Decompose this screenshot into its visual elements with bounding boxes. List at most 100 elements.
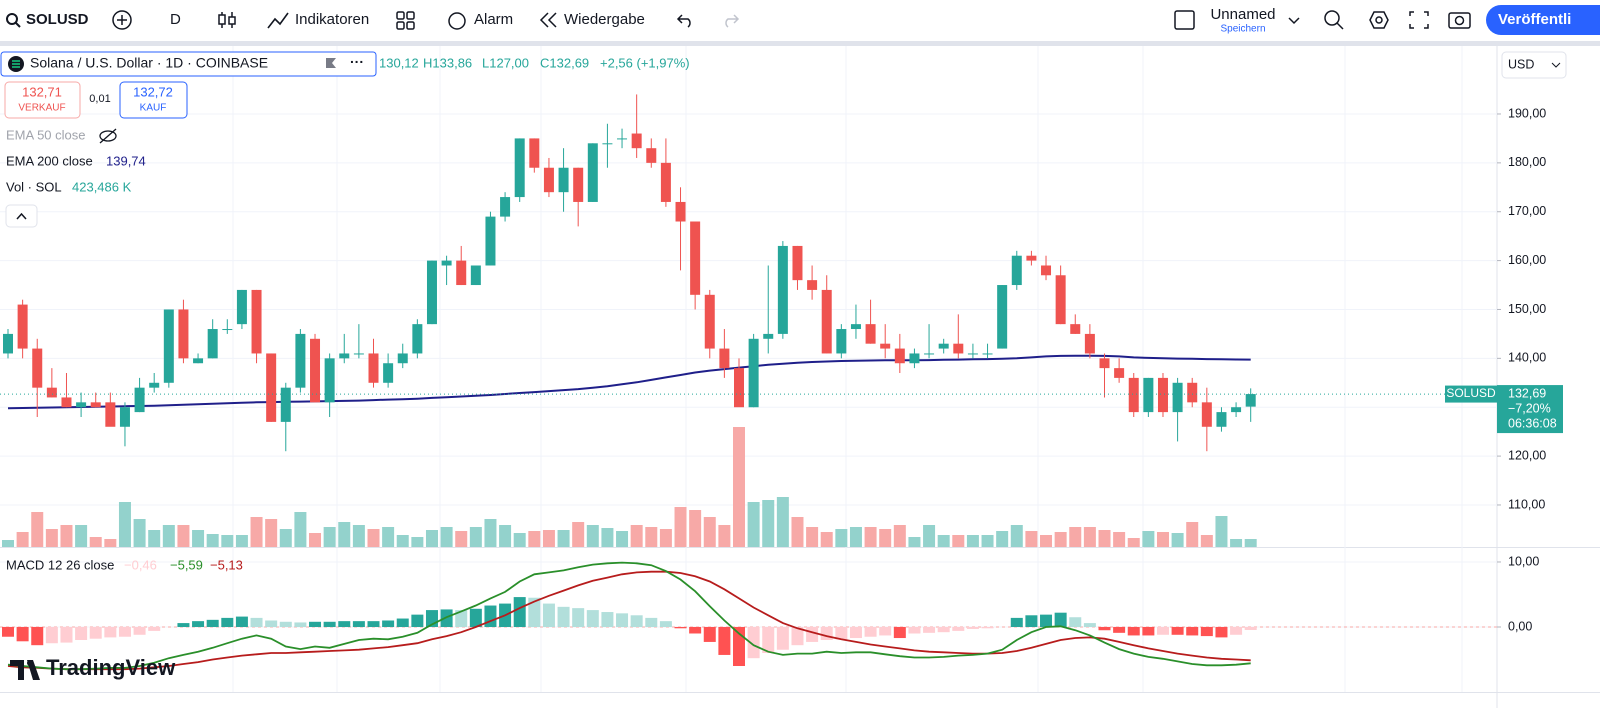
- legend-high: H133,86: [423, 55, 472, 70]
- tradingview-logo[interactable]: TradingView: [46, 655, 176, 680]
- candle-body: [456, 260, 467, 286]
- volume-bar: [1244, 539, 1257, 547]
- symbol-button[interactable]: SOLUSD: [26, 11, 89, 28]
- candle-body: [763, 333, 774, 339]
- spread: 0,01: [89, 93, 110, 105]
- ema50-label[interactable]: EMA 50 close: [6, 127, 86, 142]
- volume-bar: [499, 525, 512, 547]
- macd-histogram-bar: [250, 617, 263, 627]
- templates-icon[interactable]: [396, 11, 415, 30]
- candle-body: [880, 343, 891, 349]
- candle-body: [982, 353, 993, 355]
- candle-body: [105, 402, 116, 427]
- macd-histogram-bar: [1200, 626, 1213, 637]
- ema200-line: [7, 354, 1251, 410]
- hidden-eye-icon[interactable]: [99, 128, 117, 144]
- volume-bar: [1098, 530, 1111, 547]
- volume-bar: [192, 530, 205, 547]
- flag-icon[interactable]: [326, 58, 336, 68]
- macd-histogram-bar: [104, 626, 117, 638]
- buy-button[interactable]: [119, 81, 188, 119]
- macd-histogram-bar: [586, 610, 599, 627]
- legend-low: L127,00: [482, 55, 529, 70]
- macd-histogram-bar: [1215, 626, 1228, 638]
- macd-histogram-bar: [630, 615, 643, 627]
- settings-button[interactable]: [1369, 11, 1389, 29]
- macd-histogram-bar: [528, 597, 541, 627]
- candle-body: [529, 138, 540, 168]
- candle-body: [280, 387, 291, 422]
- snapshot-button[interactable]: [1448, 12, 1471, 29]
- macd-histogram-bar: [133, 626, 146, 635]
- snapshot-lens: [1454, 15, 1465, 26]
- y-tick-label: 160,00: [1508, 253, 1546, 267]
- currency-button[interactable]: [1501, 51, 1567, 79]
- macd-histogram-bar: [557, 606, 570, 627]
- quick-search[interactable]: [1324, 10, 1340, 26]
- volume-bar: [1069, 527, 1082, 547]
- macd-histogram-bar: [235, 616, 248, 627]
- volume-bar: [440, 527, 453, 547]
- search-icon[interactable]: [6, 13, 18, 25]
- collapse-legend[interactable]: [5, 204, 38, 228]
- volume-bar: [1215, 516, 1228, 547]
- candle-body: [76, 402, 87, 408]
- volume-bar: [31, 512, 44, 547]
- settings-dot: [1375, 16, 1383, 24]
- macd-histogram-bar: [309, 621, 322, 627]
- candle-body: [207, 329, 218, 359]
- macd-histogram-bar: [806, 626, 819, 642]
- redo-button[interactable]: [725, 14, 740, 28]
- candle-body: [514, 138, 525, 198]
- legend-open: 130,12: [379, 55, 419, 70]
- candle-body: [558, 167, 569, 193]
- layout-dropdown[interactable]: [1288, 17, 1300, 25]
- volume-bar: [1054, 532, 1067, 547]
- chart-layer: 110,00120,00130,00140,00150,00160,00170,…: [0, 94, 1546, 671]
- macd-label[interactable]: MACD 12 26 close: [6, 557, 114, 572]
- macd-histogram-bar: [382, 620, 395, 627]
- currency-dropdown: [1551, 62, 1561, 68]
- volume-bar: [849, 527, 862, 547]
- y-tick-label: 120,00: [1508, 448, 1546, 462]
- candle-body: [719, 348, 730, 369]
- layout-icon[interactable]: [1174, 10, 1195, 30]
- fullscreen-button[interactable]: [1409, 11, 1429, 29]
- interval-button[interactable]: D: [170, 11, 181, 28]
- volume-bar: [981, 535, 994, 547]
- volume-label[interactable]: Vol · SOL: [6, 179, 62, 194]
- macd-histogram-bar: [396, 618, 409, 627]
- volume-bar: [1230, 539, 1243, 547]
- macd-histogram-bar: [265, 620, 278, 627]
- macd-line: [7, 561, 1251, 671]
- macd-histogram-bar: [294, 622, 307, 627]
- y-tick-label: 170,00: [1508, 204, 1546, 218]
- candle-body: [909, 353, 920, 364]
- ema200-label[interactable]: EMA 200 close: [6, 153, 93, 168]
- price-tag-box: [1497, 385, 1563, 434]
- candle-body: [865, 324, 876, 344]
- quick-search-handle: [1336, 22, 1344, 30]
- publish-button[interactable]: [1486, 5, 1600, 35]
- symbol-legend-box[interactable]: [0, 51, 377, 77]
- macd-histogram-bar: [352, 621, 365, 627]
- undo-button[interactable]: [676, 14, 691, 28]
- candle-body: [470, 265, 481, 286]
- volume-bar: [206, 534, 219, 547]
- more-button[interactable]: ···: [350, 54, 364, 70]
- replay-button[interactable]: Wiedergabe: [564, 11, 645, 28]
- macd-histogram-bar: [45, 626, 58, 644]
- compare-button[interactable]: [112, 10, 132, 30]
- buy-price: 132,72: [133, 84, 173, 99]
- candle-body: [1041, 265, 1052, 276]
- save-button[interactable]: Speichern: [1220, 24, 1265, 35]
- indicators-button[interactable]: Indikatoren: [295, 11, 369, 28]
- volume-bar: [2, 540, 14, 547]
- sell-button[interactable]: [4, 81, 81, 119]
- change-label: −7,20%: [1508, 401, 1551, 415]
- alarm-button[interactable]: Alarm: [474, 11, 513, 28]
- layout-name[interactable]: Unnamed: [1210, 6, 1275, 23]
- candle-body: [17, 304, 28, 349]
- candle-body: [222, 329, 233, 331]
- macd-histogram-bar: [616, 613, 629, 627]
